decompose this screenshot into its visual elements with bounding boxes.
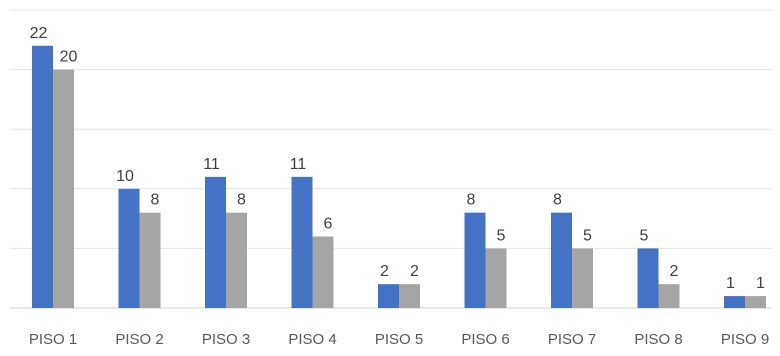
data-label: 8 <box>467 192 476 209</box>
data-label: 22 <box>30 25 48 42</box>
data-label: 5 <box>583 227 592 244</box>
bar-1-piso-5 <box>378 284 399 308</box>
x-tick-label: PISO 2 <box>115 331 163 348</box>
bar-1-piso-9 <box>724 296 745 308</box>
data-label: 5 <box>497 227 506 244</box>
data-label: 5 <box>640 227 649 244</box>
data-label: 1 <box>756 275 765 292</box>
bar-2-piso-3 <box>226 212 247 308</box>
bar-2-piso-8 <box>658 284 680 308</box>
x-tick-label: PISO 6 <box>461 331 509 348</box>
x-tick-label: PISO 1 <box>29 331 77 348</box>
data-label: 2 <box>410 263 419 280</box>
x-tick-label: PISO 5 <box>375 331 423 348</box>
x-axis-tick-labels: PISO 1 PISO 2 PISO 3 PISO 4 PISO 5 PISO 6 PISO… <box>29 331 769 348</box>
bar-2-piso-4 <box>312 236 334 308</box>
data-label: 8 <box>151 192 160 209</box>
x-tick-label: PISO 3 <box>202 331 250 348</box>
bar-2-piso-5 <box>399 284 420 308</box>
bar-2-piso-6 <box>485 248 507 308</box>
bar-2-piso-2 <box>139 212 161 308</box>
bar-1-piso-1 <box>32 45 53 308</box>
data-label: 20 <box>60 49 78 66</box>
data-label: 11 <box>290 156 307 173</box>
bar-1-piso-4 <box>291 176 313 308</box>
data-label: 2 <box>670 263 679 280</box>
bar-1-piso-8 <box>637 248 659 308</box>
bar-2-piso-7 <box>572 248 593 308</box>
bar-1-piso-2 <box>118 188 140 308</box>
data-label: 11 <box>203 156 220 173</box>
x-tick-label: PISO 7 <box>548 331 596 348</box>
data-label: 2 <box>380 263 389 280</box>
x-tick-label: PISO 8 <box>634 331 682 348</box>
x-tick-label: PISO 9 <box>721 331 769 348</box>
data-label: 1 <box>726 275 735 292</box>
bar-1-piso-3 <box>205 176 226 308</box>
data-label: 8 <box>237 192 246 209</box>
data-label: 6 <box>324 215 333 232</box>
bar-1-piso-6 <box>464 212 486 308</box>
x-tick-label: PISO 4 <box>288 331 336 348</box>
data-label: 10 <box>116 168 134 185</box>
data-label: 8 <box>553 192 562 209</box>
bars <box>32 45 766 308</box>
bar-2-piso-1 <box>53 69 74 308</box>
bar-1-piso-7 <box>551 212 572 308</box>
bar-2-piso-9 <box>745 296 766 308</box>
